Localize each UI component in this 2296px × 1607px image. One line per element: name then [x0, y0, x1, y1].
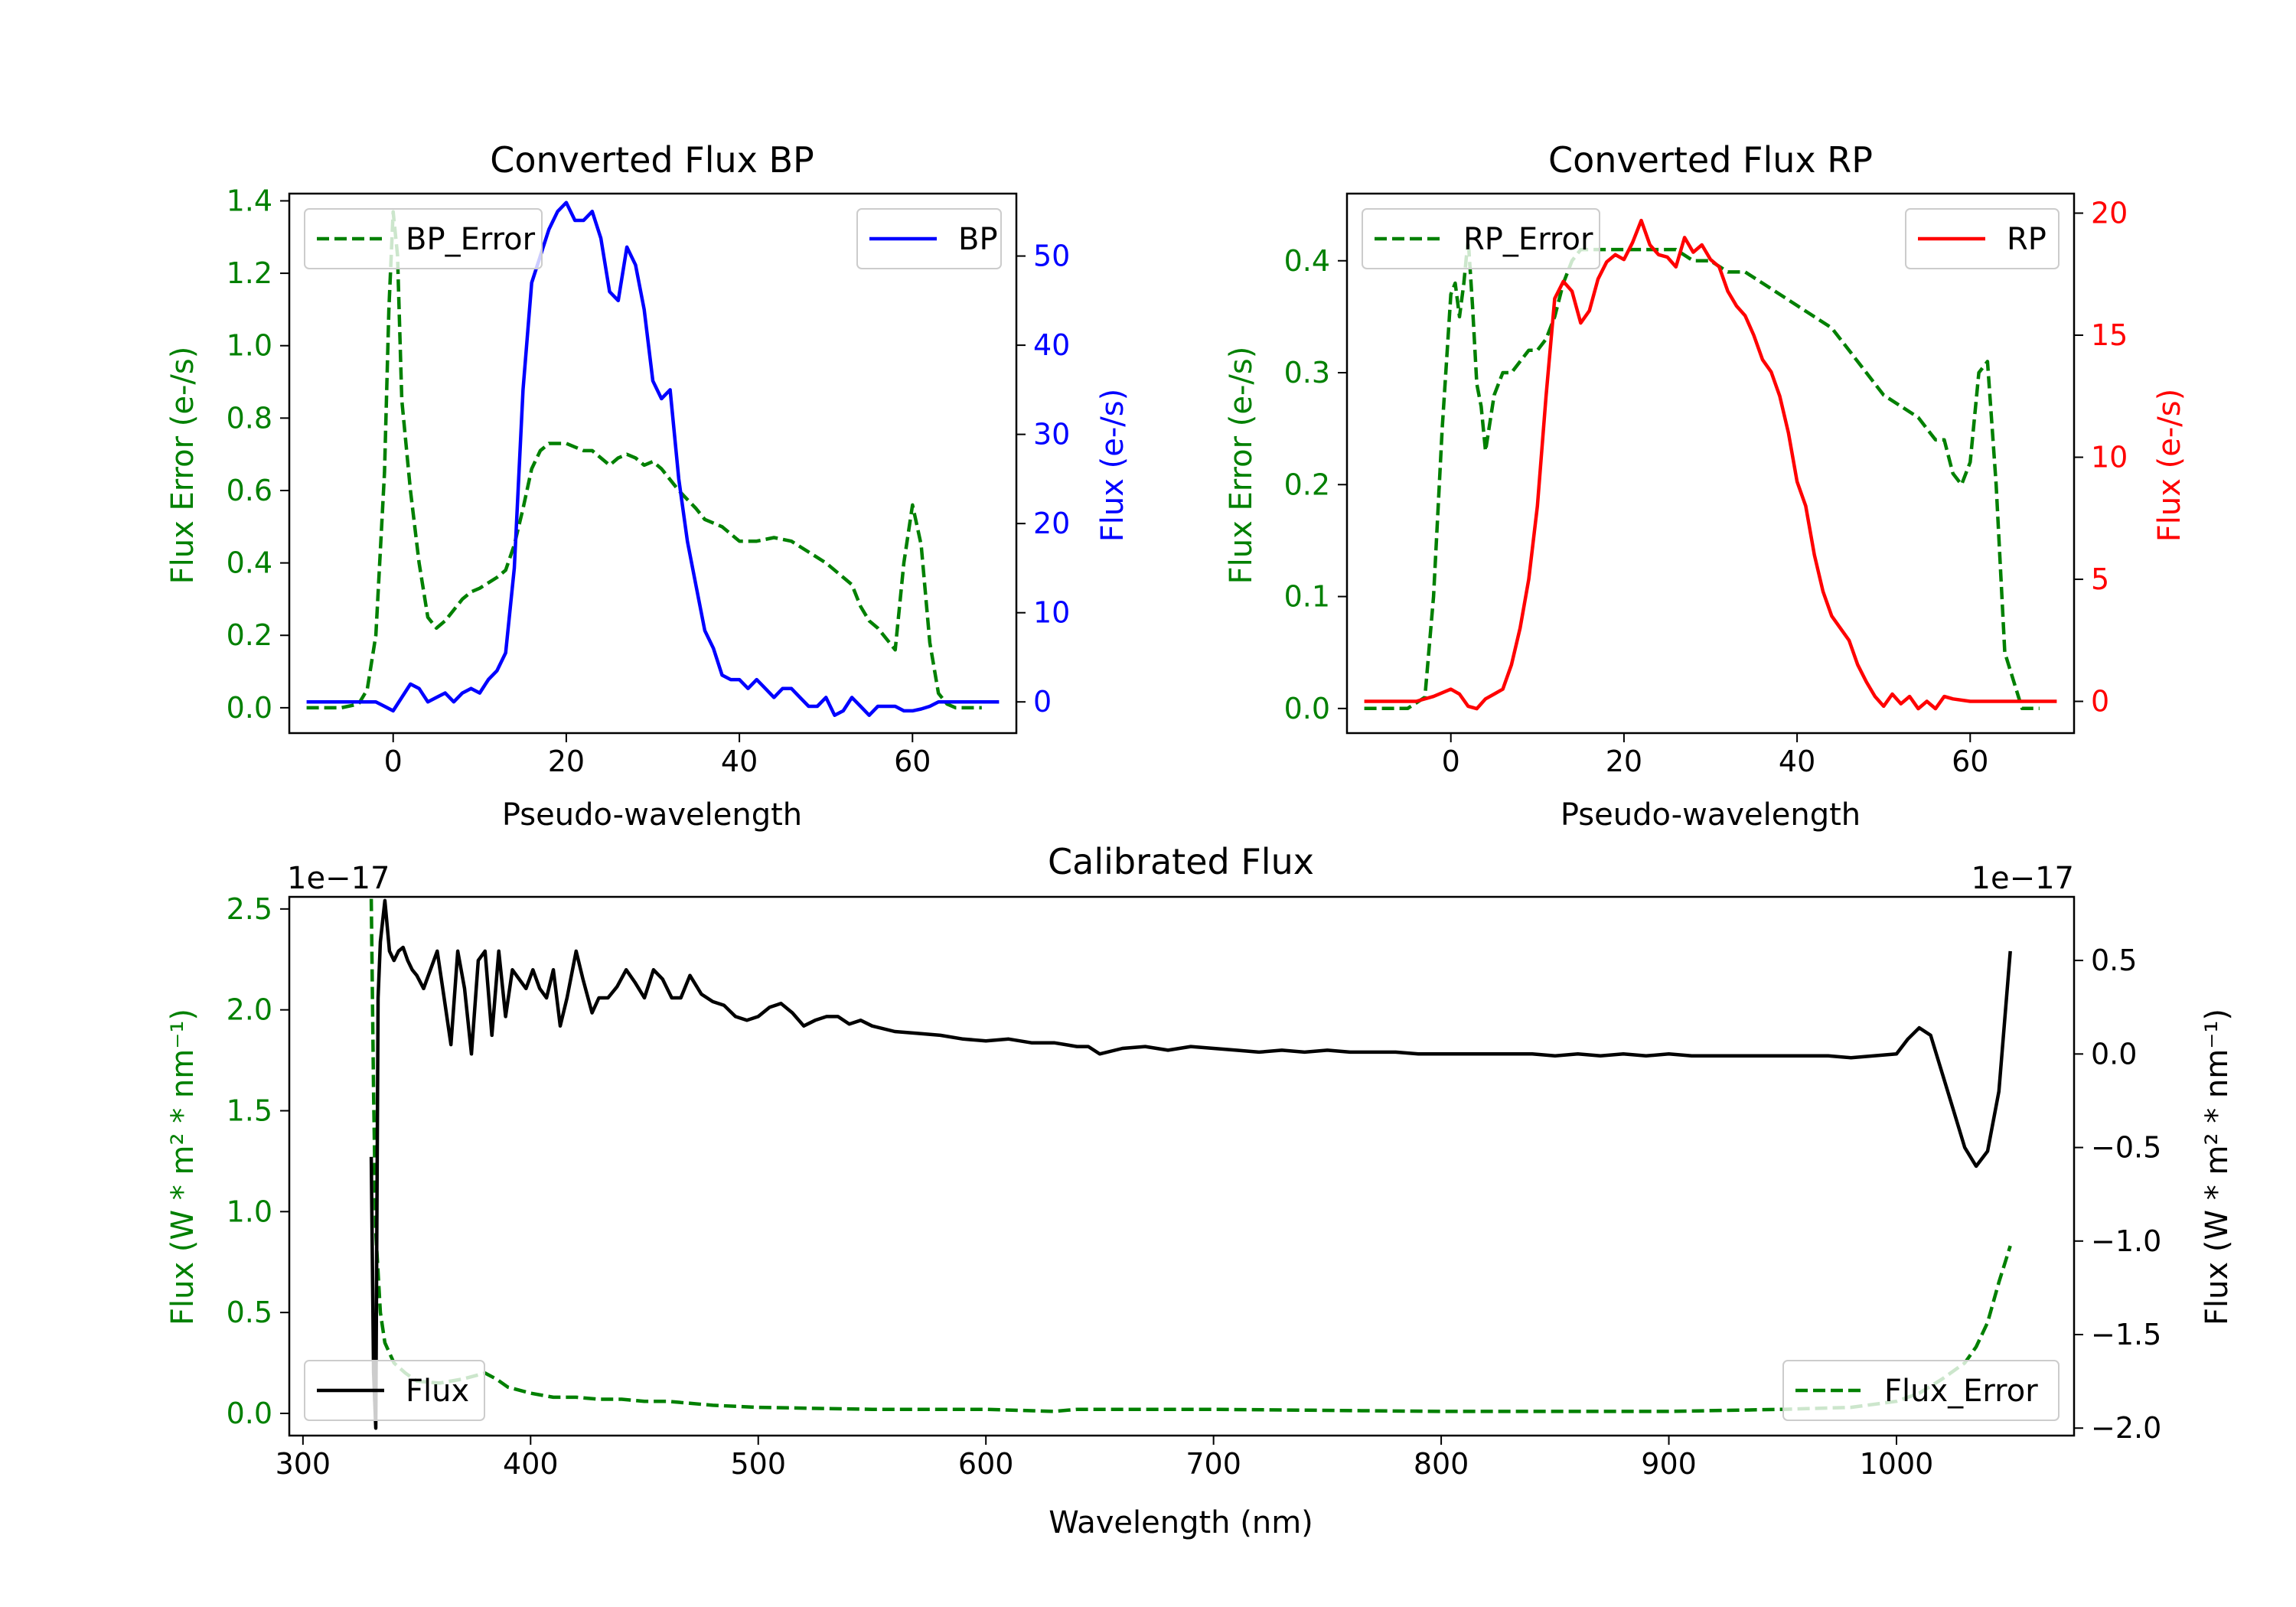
rp-title: Converted Flux RP	[1548, 139, 1873, 181]
rp-left-ytick-label: 0.3	[1284, 356, 1330, 390]
cal-left-ytick-label: 2.5	[227, 892, 272, 926]
cal-title: Calibrated Flux	[1048, 841, 1314, 882]
cal-xtick-label: 400	[503, 1447, 559, 1481]
bp-series-bp	[306, 200, 1000, 717]
cal-legend-flux-error: Flux_Error	[1782, 1360, 2060, 1421]
cal-left-ylabel: Flux (W * m² * nm⁻¹)	[165, 1009, 201, 1325]
rp-xtick-label: 0	[1442, 745, 1460, 778]
bp-xtick-label: 40	[721, 745, 758, 778]
bp-axes-frame	[288, 192, 1018, 735]
cal-right-ytick-label: 0.0	[2091, 1037, 2137, 1071]
cal-xtick-label: 600	[958, 1447, 1014, 1481]
cal-xtick-label: 700	[1186, 1447, 1241, 1481]
cal-right-offset-text: 1e−17	[1971, 861, 2074, 896]
rp-panel: Converted Flux RP Pseudo-wavelength Flux…	[1224, 139, 2187, 833]
bp-xlabel: Pseudo-wavelength	[502, 797, 802, 833]
rp-axes-frame	[1345, 192, 2076, 735]
cal-left-offset-text: 1e−17	[287, 861, 390, 896]
bp-left-ytick-label: 0.6	[227, 474, 272, 507]
legend-label: Flux	[406, 1374, 469, 1409]
rp-legend-rp-error: RP_Error	[1362, 208, 1600, 269]
bp-xtick-label: 20	[548, 745, 585, 778]
legend-label: BP_Error	[406, 222, 536, 257]
cal-right-ytick-label: −2.0	[2091, 1411, 2161, 1445]
cal-xtick-label: 800	[1414, 1447, 1469, 1481]
rp-legend-rp: RP	[1905, 208, 2060, 269]
cal-right-ytick-label: −1.5	[2091, 1318, 2161, 1351]
bp-title: Converted Flux BP	[490, 139, 814, 181]
legend-box	[1782, 1360, 2060, 1421]
rp-right-ytick-label: 5	[2091, 562, 2109, 596]
rp-left-ytick-label: 0.0	[1284, 692, 1330, 725]
bp-right-ytick-label: 0	[1033, 685, 1052, 719]
bp-legend-bp-error: BP_Error	[304, 208, 543, 269]
bp-left-ytick-label: 0.8	[227, 401, 272, 435]
bp-xtick-label: 60	[894, 745, 931, 778]
legend-label: Flux_Error	[1884, 1374, 2038, 1409]
rp-xtick-label: 40	[1779, 745, 1815, 778]
legend-box	[304, 1360, 485, 1421]
bp-right-ytick-label: 30	[1033, 418, 1070, 451]
rp-right-ytick-label: 15	[2091, 318, 2128, 352]
rp-left-ytick-label: 0.1	[1284, 580, 1330, 614]
cal-legend-flux: Flux	[304, 1360, 485, 1421]
cal-panel: Calibrated Flux Wavelength (nm) Flux (W …	[165, 841, 2235, 1540]
cal-xtick-label: 1000	[1860, 1447, 1934, 1481]
bp-plot-layer: 0 20 40 60 0.0 0.2 0.4 0.6 0.8 1.0 1.2 1.4 0 10 20 30 40…	[227, 184, 1071, 778]
cal-xlabel: Wavelength (nm)	[1049, 1505, 1313, 1540]
bp-left-ylabel: Flux Error (e-/s)	[165, 347, 201, 585]
cal-series-flux	[369, 898, 2012, 1430]
bp-series-bp-error	[306, 210, 982, 710]
cal-right-ytick-label: −0.5	[2091, 1131, 2161, 1165]
bp-left-ytick-label: 1.2	[227, 256, 272, 290]
cal-right-ytick-label: −1.0	[2091, 1224, 2161, 1258]
bp-right-ytick-label: 10	[1033, 596, 1070, 630]
cal-left-ytick-label: 0.0	[227, 1397, 272, 1430]
bp-left-ytick-label: 1.0	[227, 329, 272, 363]
rp-right-ytick-label: 20	[2091, 197, 2128, 230]
bp-xtick-label: 0	[384, 745, 403, 778]
bp-panel: Converted Flux BP Pseudo-wavelength Flux…	[165, 139, 1130, 833]
rp-plot-layer: 0 20 40 60 0.0 0.1 0.2 0.3 0.4 0 5 10 15 20 RP_Error RP	[1284, 192, 2128, 778]
rp-series-rp	[1364, 218, 2057, 711]
bp-right-ylabel: Flux (e-/s)	[1095, 389, 1130, 542]
cal-axes-frame	[288, 895, 2076, 1437]
rp-left-ytick-label: 0.2	[1284, 468, 1330, 501]
cal-left-ytick-label: 0.5	[227, 1296, 272, 1329]
legend-label: RP_Error	[1463, 222, 1593, 257]
rp-xtick-label: 20	[1606, 745, 1642, 778]
cal-left-ytick-label: 1.0	[227, 1195, 272, 1228]
rp-left-ytick-label: 0.4	[1284, 244, 1330, 278]
cal-plot-layer: 300 400 500 600 700 800 900 1000 0.0 0.5 1.0 1.5 2.0…	[227, 892, 2162, 1481]
bp-right-ytick-label: 40	[1033, 328, 1070, 362]
cal-right-ylabel: Flux (W * m² * nm⁻¹)	[2200, 1009, 2235, 1325]
rp-right-ytick-label: 0	[2091, 685, 2109, 719]
cal-left-ytick-label: 2.0	[227, 993, 272, 1027]
rp-left-ylabel: Flux Error (e-/s)	[1224, 347, 1259, 585]
rp-xtick-label: 60	[1952, 745, 1988, 778]
cal-xtick-label: 900	[1641, 1447, 1697, 1481]
bp-left-ytick-label: 0.0	[227, 691, 272, 725]
legend-box	[304, 208, 543, 269]
rp-right-ylabel: Flux (e-/s)	[2152, 389, 2187, 542]
bp-left-ytick-label: 1.4	[227, 184, 272, 217]
cal-right-ytick-label: 0.5	[2091, 944, 2137, 977]
rp-xlabel: Pseudo-wavelength	[1561, 797, 1861, 833]
bp-legend-bp: BP	[856, 208, 1002, 269]
bp-left-ytick-label: 0.4	[227, 546, 272, 580]
bp-right-ytick-label: 20	[1033, 507, 1070, 540]
legend-label: BP	[958, 222, 998, 257]
bp-left-ytick-label: 0.2	[227, 618, 272, 652]
cal-xtick-label: 500	[730, 1447, 786, 1481]
legend-box	[1362, 208, 1600, 269]
cal-left-ytick-label: 1.5	[227, 1094, 272, 1127]
legend-label: RP	[2007, 222, 2047, 257]
rp-right-ytick-label: 10	[2091, 441, 2128, 474]
bp-right-ytick-label: 50	[1033, 240, 1070, 273]
cal-xtick-label: 300	[276, 1447, 331, 1481]
